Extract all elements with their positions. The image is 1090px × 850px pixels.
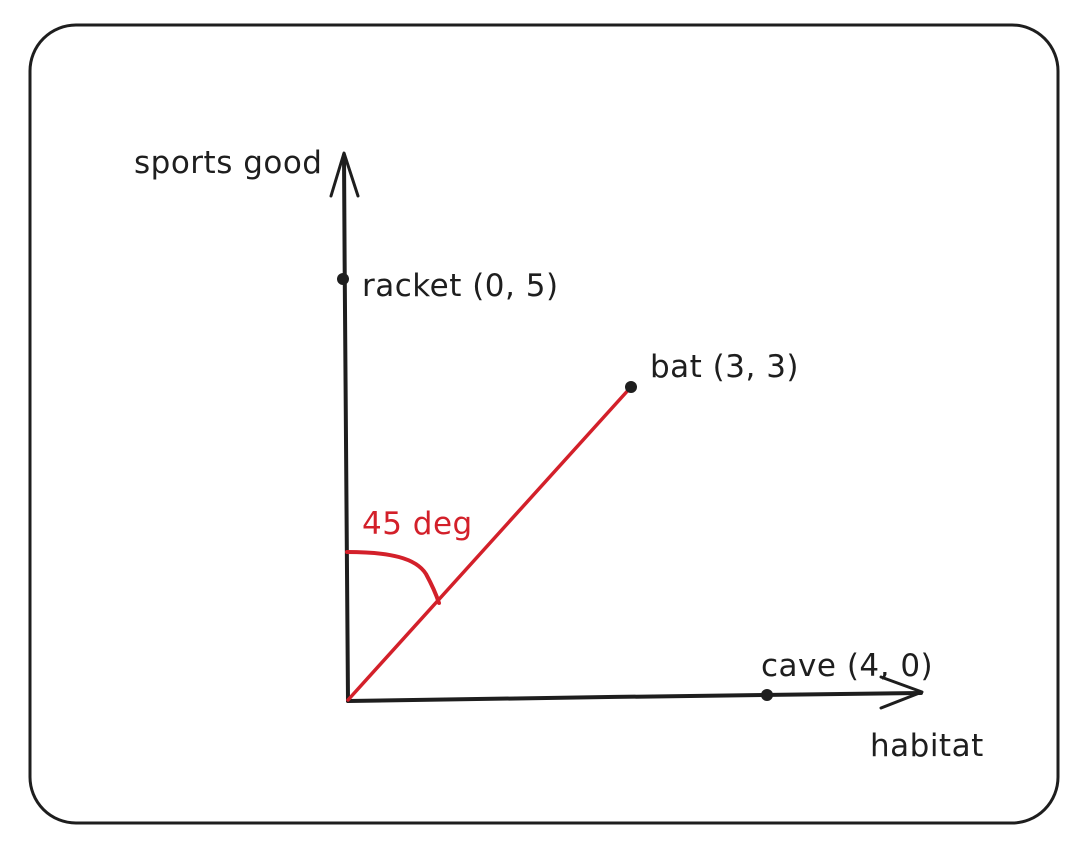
label-cave: cave (4, 0) (761, 648, 933, 684)
point-bat (625, 381, 637, 393)
point-racket (337, 273, 349, 285)
frame-border (28, 23, 1060, 825)
y-axis-arrowhead (329, 151, 360, 198)
label-racket: racket (0, 5) (362, 268, 559, 304)
bat-vector (346, 385, 633, 702)
angle-arc (345, 550, 441, 605)
label-bat: bat (3, 3) (650, 349, 799, 385)
y-axis (342, 153, 350, 703)
x-axis-arrowhead (879, 675, 924, 710)
y-axis-label: sports good (134, 145, 323, 181)
point-cave (761, 689, 773, 701)
x-axis (346, 691, 923, 703)
angle-label: 45 deg (362, 506, 473, 542)
x-axis-label: habitat (870, 728, 984, 764)
